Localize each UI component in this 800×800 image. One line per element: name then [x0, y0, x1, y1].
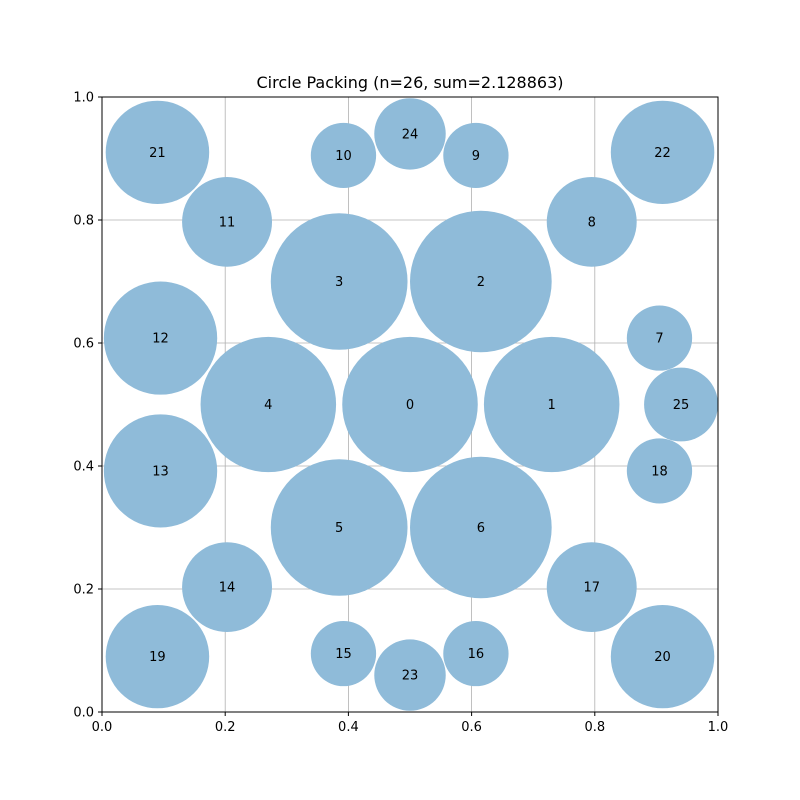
circle-label-8: 8 — [588, 215, 596, 230]
circle-label-24: 24 — [402, 127, 419, 142]
chart-title: Circle Packing (n=26, sum=2.128863) — [256, 73, 563, 92]
circle-label-0: 0 — [406, 398, 414, 413]
circle-12 — [103, 281, 218, 395]
circle-label-14: 14 — [219, 581, 236, 596]
y-tick-label: 0.6 — [73, 337, 94, 352]
circle-label-13: 13 — [152, 464, 169, 479]
circle-0 — [342, 336, 478, 473]
circle-1 — [483, 336, 620, 473]
circle-label-15: 15 — [335, 647, 352, 662]
circle-label-3: 3 — [335, 275, 343, 290]
circle-6 — [410, 456, 552, 599]
circle-label-10: 10 — [335, 149, 352, 164]
circle-label-22: 22 — [654, 146, 671, 161]
x-tick-label: 0.0 — [92, 720, 113, 735]
circle-label-21: 21 — [149, 146, 166, 161]
circle-25 — [644, 367, 718, 442]
circle-9 — [443, 122, 509, 189]
circle-8 — [546, 176, 637, 267]
circle-5 — [270, 459, 408, 596]
y-tick-label: 0.2 — [73, 583, 94, 598]
circle-3 — [270, 213, 408, 350]
circle-24 — [374, 98, 446, 170]
circle-16 — [443, 620, 509, 687]
x-tick-label: 0.4 — [338, 720, 359, 735]
circle-19 — [105, 604, 210, 709]
circle-label-12: 12 — [152, 332, 169, 347]
circle-label-7: 7 — [655, 332, 663, 347]
circle-label-17: 17 — [583, 581, 600, 596]
axis-ticks: 0.0 0.2 0.4 0.6 0.8 1.0 0.0 0.2 0.4 0.6 0.8 1.0 — [73, 91, 728, 736]
y-tick-label: 0.0 — [73, 706, 94, 721]
circle-22 — [610, 100, 715, 205]
x-tick-label: 0.6 — [461, 720, 482, 735]
circle-label-1: 1 — [548, 398, 556, 413]
circle-15 — [310, 620, 377, 687]
circle-17 — [546, 542, 637, 633]
circle-label-9: 9 — [472, 149, 480, 164]
circle-20 — [610, 604, 715, 709]
circle-label-6: 6 — [477, 521, 485, 536]
circle-2 — [410, 210, 552, 353]
y-tick-label: 1.0 — [73, 91, 94, 106]
circle-label-5: 5 — [335, 521, 343, 536]
circle-10 — [310, 122, 377, 189]
x-tick-label: 1.0 — [708, 720, 729, 735]
circle-14 — [182, 542, 273, 633]
circle-21 — [105, 100, 210, 205]
circle-23 — [374, 639, 446, 711]
circle-13 — [103, 414, 218, 528]
circle-label-18: 18 — [651, 464, 668, 479]
circle-label-20: 20 — [654, 650, 671, 665]
axes-frame — [101, 96, 719, 713]
circle-label-19: 19 — [149, 650, 166, 665]
circle-label-23: 23 — [402, 669, 419, 684]
x-tick-label: 0.2 — [215, 720, 236, 735]
circle-label-25: 25 — [673, 398, 690, 413]
y-tick-label: 0.8 — [73, 214, 94, 229]
y-tick-label: 0.4 — [73, 460, 94, 475]
circle-4 — [200, 336, 337, 473]
circle-7 — [626, 305, 693, 371]
circle-11 — [182, 176, 273, 267]
circle-label-16: 16 — [468, 647, 485, 662]
circle-label-4: 4 — [264, 398, 272, 413]
circles — [103, 98, 718, 711]
circle-18 — [626, 438, 693, 504]
circle-label-11: 11 — [219, 215, 236, 230]
x-tick-label: 0.8 — [584, 720, 605, 735]
circle-label-2: 2 — [477, 275, 485, 290]
